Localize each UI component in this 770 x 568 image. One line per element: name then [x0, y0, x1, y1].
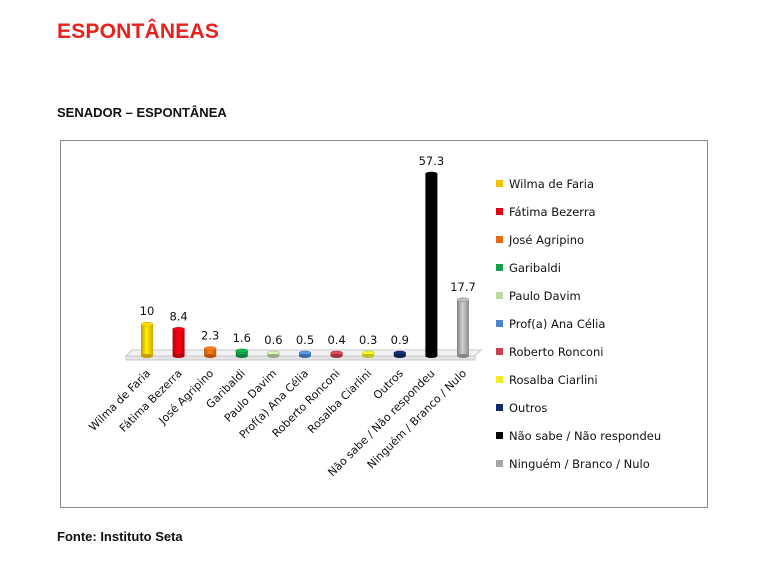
bar — [457, 299, 469, 356]
bar-value-label: 0.4 — [327, 333, 345, 347]
legend-swatch — [496, 264, 503, 271]
legend-swatch — [496, 348, 503, 355]
bar-bottom — [204, 354, 217, 358]
legend-swatch — [496, 320, 503, 327]
bar-bottom — [172, 354, 185, 358]
bar-value-label: 1.6 — [233, 331, 251, 345]
bar-bottom — [235, 354, 248, 358]
legend-label: Prof(a) Ana Célia — [509, 317, 605, 331]
legend-label: Wilma de Faria — [509, 177, 594, 191]
legend-swatch — [496, 292, 503, 299]
bar-value-label: 2.3 — [201, 329, 219, 343]
bar — [204, 348, 217, 356]
bar-bottom — [330, 354, 343, 358]
page-title: ESPONTÂNEAS — [57, 20, 220, 43]
bar-bottom — [267, 354, 280, 358]
bar-top — [235, 348, 249, 354]
bar-value-label: 10 — [140, 304, 155, 318]
bar-value-label: 0.3 — [359, 333, 377, 347]
legend-label: Garibaldi — [509, 261, 561, 275]
bar — [425, 174, 438, 356]
legend-swatch — [496, 460, 503, 467]
bar-bottom — [362, 354, 375, 358]
legend-swatch — [496, 404, 503, 411]
legend-label: Ninguém / Branco / Nulo — [509, 457, 650, 471]
bar-value-label: 0.6 — [264, 333, 282, 347]
legend-swatch — [496, 376, 503, 383]
legend-label: Não sabe / Não respondeu — [509, 429, 661, 443]
legend-label: Roberto Ronconi — [509, 345, 603, 359]
bar — [172, 329, 185, 356]
bar-top — [172, 327, 185, 332]
legend-swatch — [496, 432, 503, 439]
bar-bottom — [141, 354, 153, 358]
bar-bottom — [457, 354, 469, 358]
bar-top — [425, 171, 438, 177]
bar-top — [456, 297, 470, 303]
bar-bottom — [425, 354, 438, 358]
bar — [141, 324, 153, 356]
bar — [235, 350, 248, 356]
bar-top — [203, 346, 217, 351]
chart-frame — [60, 140, 708, 508]
bar-value-label: 8.4 — [169, 309, 187, 323]
legend-swatch — [496, 180, 503, 187]
bar-bottom — [299, 354, 311, 358]
legend-label: Rosalba Ciarlini — [509, 373, 598, 387]
bar-value-label: 17.7 — [450, 280, 476, 294]
legend-label: Fátima Bezerra — [509, 205, 596, 219]
bar-value-label: 0.5 — [296, 333, 314, 347]
legend-swatch — [496, 236, 503, 243]
bar-value-label: 57.3 — [419, 154, 445, 168]
legend-label: Paulo Davim — [509, 289, 581, 303]
bar-value-label: 0.9 — [391, 333, 409, 347]
source-note: Fonte: Instituto Seta — [57, 529, 183, 544]
legend-label: Outros — [509, 401, 547, 415]
bar-top — [140, 321, 154, 327]
chart-title: SENADOR – ESPONTÂNEA — [57, 105, 227, 120]
legend-label: José Agripino — [508, 233, 584, 247]
legend-swatch — [496, 208, 503, 215]
bar-bottom — [393, 354, 406, 358]
